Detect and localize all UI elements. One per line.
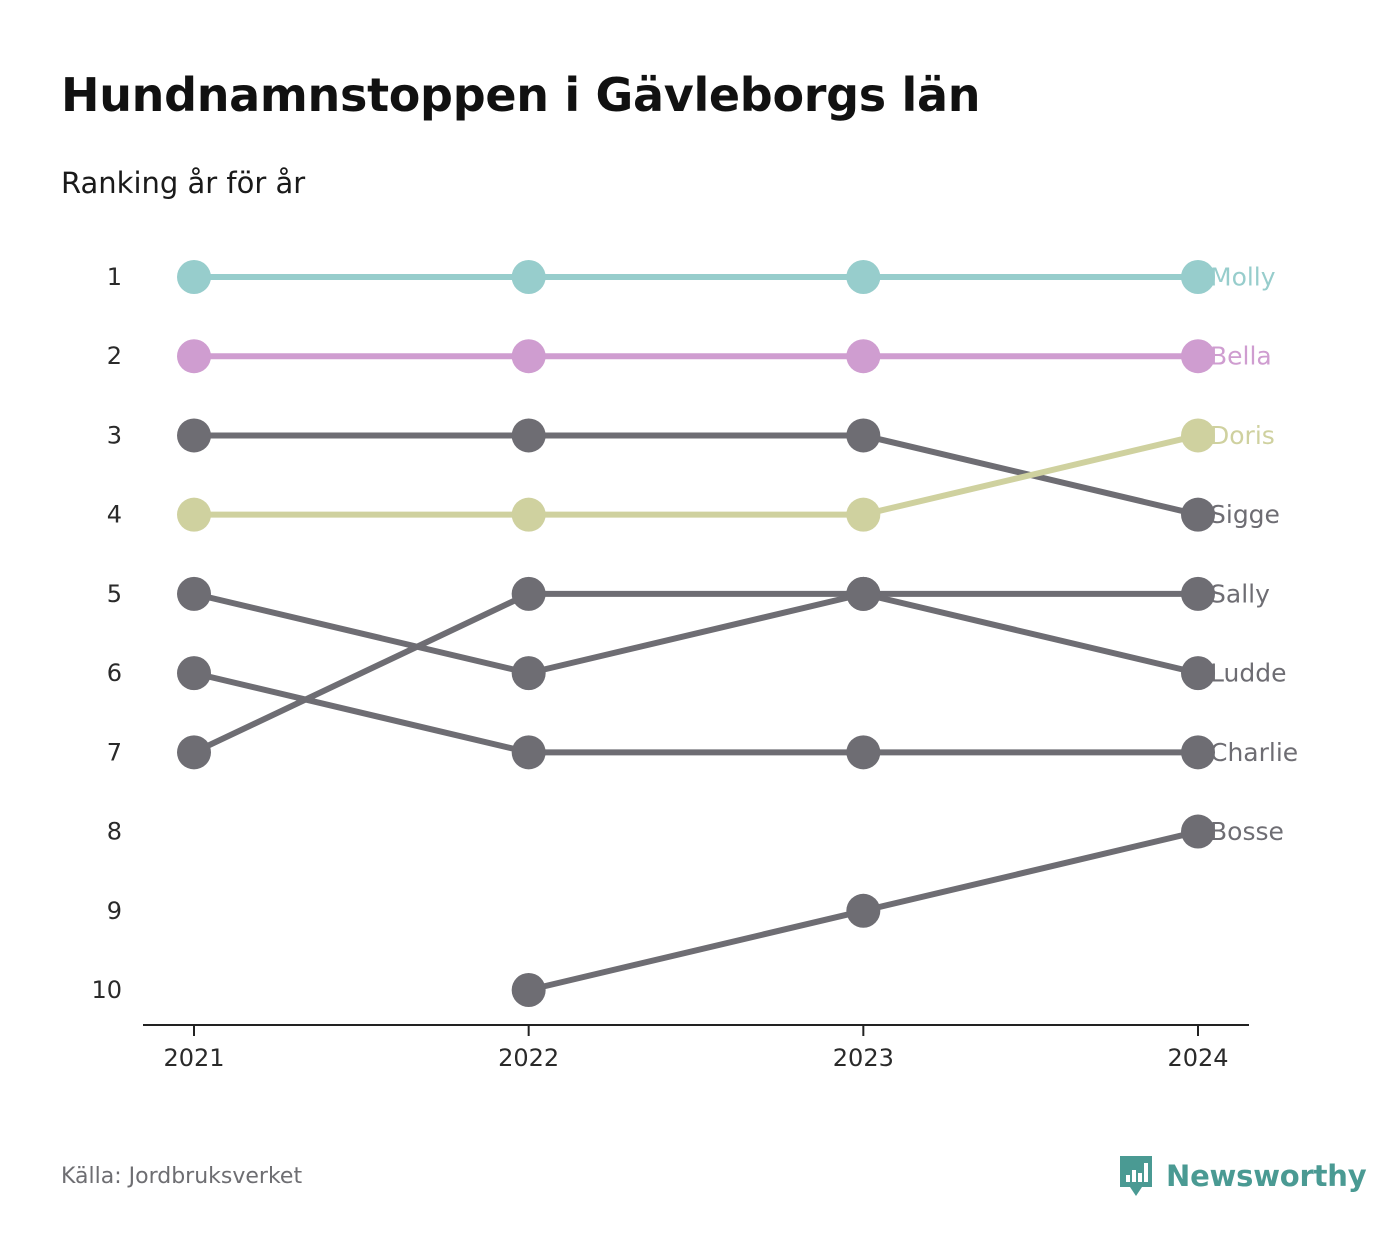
y-tick-label: 6 xyxy=(107,659,122,687)
series-point-sally xyxy=(1181,576,1215,611)
series-end-labels: Sigge Sally Ludde Charlie Bosse Molly Bella Dor… xyxy=(1210,263,1298,847)
series-point-sigge xyxy=(511,418,546,453)
series-label-ludde: Ludde xyxy=(1210,659,1286,688)
series-point-sigge xyxy=(177,418,211,453)
chart-title: Hundnamnstoppen i Gävleborgs län xyxy=(61,68,981,122)
series-point-charlie xyxy=(846,735,881,770)
series-point-molly xyxy=(511,260,546,294)
series-line-charlie xyxy=(191,670,532,756)
series-point-sally xyxy=(177,735,211,770)
series-point-bella xyxy=(1181,339,1215,374)
y-tick-label: 7 xyxy=(107,738,122,766)
x-tick-label: 2024 xyxy=(1167,1044,1228,1072)
series-point-sigge xyxy=(1181,497,1215,532)
x-tick-label: 2022 xyxy=(498,1044,559,1072)
series-label-bosse: Bosse xyxy=(1210,817,1284,846)
series-line-bosse xyxy=(860,828,1201,914)
series-line-sally xyxy=(191,590,532,756)
series-label-sally: Sally xyxy=(1210,579,1270,608)
y-tick-label: 9 xyxy=(107,897,122,925)
brand-logo[interactable]: Newsworthy xyxy=(1118,1152,1367,1200)
series-line-ludde xyxy=(191,590,532,677)
brand-name: Newsworthy xyxy=(1166,1159,1367,1193)
series-point-doris xyxy=(511,497,546,532)
series-point-sigge xyxy=(846,418,881,453)
series-line-ludde xyxy=(525,590,867,677)
series-line-bosse xyxy=(525,907,867,993)
series-label-bella: Bella xyxy=(1210,342,1272,371)
series-line-ludde xyxy=(860,590,1201,677)
series-label-molly: Molly xyxy=(1210,263,1276,292)
x-tick-label: 2021 xyxy=(163,1044,224,1072)
series-point-molly xyxy=(177,260,211,294)
source-note: Källa: Jordbruksverket xyxy=(61,1164,303,1189)
series-point-doris xyxy=(846,497,881,532)
series-point-ludde xyxy=(177,576,211,611)
series-label-doris: Doris xyxy=(1210,421,1275,450)
series-point-bella xyxy=(846,339,881,374)
series-point-ludde xyxy=(846,576,881,611)
series-point-bella xyxy=(511,339,546,374)
series-point-ludde xyxy=(1181,656,1215,691)
series-point-sally xyxy=(511,576,546,611)
series-point-doris xyxy=(177,497,211,532)
series-label-sigge: Sigge xyxy=(1210,500,1280,529)
series-label-charlie: Charlie xyxy=(1210,738,1298,767)
y-tick-label: 5 xyxy=(107,580,122,608)
series-point-charlie xyxy=(177,656,211,691)
series-line-doris xyxy=(860,432,1201,518)
y-tick-label: 3 xyxy=(107,421,122,449)
series-point-bosse xyxy=(511,973,546,1007)
newsworthy-logo-icon xyxy=(1120,1156,1152,1196)
series-point-molly xyxy=(1181,260,1215,294)
series-point-bosse xyxy=(1181,814,1215,849)
y-axis-ticks: 1 2 3 4 5 6 7 8 9 10 xyxy=(91,263,122,1004)
x-tick-label: 2023 xyxy=(833,1044,894,1072)
series-point-doris xyxy=(1181,418,1215,453)
y-tick-label: 1 xyxy=(107,263,122,291)
series-point-charlie xyxy=(1181,735,1215,770)
series-point-ludde xyxy=(511,656,546,691)
series-point-bella xyxy=(177,339,211,374)
y-tick-label: 10 xyxy=(91,976,122,1004)
y-tick-label: 8 xyxy=(107,818,122,846)
x-axis-ticks: 2021 2022 2023 2024 xyxy=(163,1025,1229,1072)
chart-subtitle: Ranking år för år xyxy=(61,166,306,200)
series-point-charlie xyxy=(511,735,546,770)
series-point-molly xyxy=(846,260,881,294)
series-points xyxy=(177,260,1215,1007)
y-tick-label: 2 xyxy=(107,342,122,370)
series-lines xyxy=(191,274,1201,993)
series-point-bosse xyxy=(846,893,881,928)
y-tick-label: 4 xyxy=(107,501,122,529)
